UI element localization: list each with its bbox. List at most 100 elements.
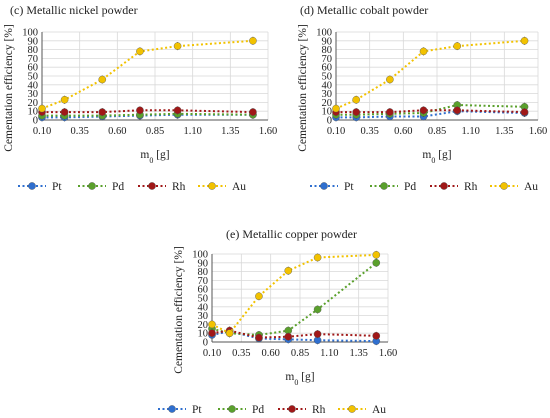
x-tick-label: 0.10: [33, 126, 51, 137]
data-point-au: [208, 320, 216, 329]
data-point-pd: [313, 305, 322, 314]
y-tick-label: 0: [33, 116, 38, 127]
y-tick-label: 20: [322, 98, 333, 109]
data-point-pd: [372, 258, 381, 267]
y-tick-label: 60: [322, 63, 333, 74]
chart-1: (d) Metallic cobalt powder 01020304050607…: [297, 3, 547, 193]
chart-title: (e) Metallic copper powder: [226, 227, 357, 241]
chart-0: (c) Metallic nickel powder 01020304050607…: [3, 3, 277, 193]
data-point-au: [98, 75, 107, 84]
legend-marker-pd: [380, 182, 388, 190]
data-point-au: [386, 75, 394, 84]
data-point-au: [249, 37, 257, 45]
y-tick-label: 20: [28, 98, 39, 109]
x-tick-label: 1.60: [529, 126, 547, 137]
x-tick-label: 1.10: [461, 126, 479, 137]
x-tick-label: 1.60: [379, 348, 397, 359]
legend-label-pd: Pd: [112, 181, 124, 193]
x-tick-label: 0.85: [146, 126, 164, 137]
x-tick-label: 0.10: [327, 126, 345, 137]
y-tick-label: 60: [198, 285, 209, 296]
y-tick-label: 50: [28, 72, 39, 83]
legend-marker-pd: [228, 405, 236, 413]
y-axis-label: Cementation efficiency [%]: [3, 24, 15, 152]
legend-marker-rh: [148, 182, 156, 190]
legend-label-pt: Pt: [52, 181, 62, 193]
data-point-rh: [208, 329, 216, 338]
y-tick-label: 100: [192, 250, 208, 261]
x-tick-label: 1.35: [349, 348, 367, 359]
series-line-au: [335, 39, 525, 110]
data-point-rh: [520, 108, 529, 116]
legend-marker-rh: [288, 405, 296, 413]
y-tick-label: 80: [198, 267, 209, 278]
legend-marker-rh: [440, 182, 448, 190]
legend-label-rh: Rh: [464, 181, 478, 193]
y-tick-label: 100: [316, 28, 332, 39]
y-tick-label: 0: [327, 116, 332, 127]
y-tick-label: 40: [322, 80, 333, 91]
y-tick-label: 90: [322, 36, 333, 47]
series-line-au: [211, 253, 377, 335]
y-tick-label: 50: [198, 294, 209, 305]
data-point-au: [284, 266, 293, 275]
x-tick-label: 0.60: [261, 348, 279, 359]
chart-2: (e) Metallic copper powder 01020304050607…: [158, 227, 397, 416]
legend-label-rh: Rh: [172, 181, 186, 193]
legend-marker-au: [500, 182, 508, 190]
x-tick-label: 1.10: [183, 126, 201, 137]
data-point-rh: [173, 106, 182, 115]
y-tick-label: 10: [322, 107, 333, 118]
data-point-au: [255, 292, 263, 301]
chart-title: (c) Metallic nickel powder: [10, 3, 138, 17]
x-axis-label: m0 [g]: [422, 149, 451, 165]
data-point-au: [225, 329, 234, 338]
legend-marker-au: [208, 182, 216, 190]
y-axis-label: Cementation efficiency [%]: [297, 24, 309, 152]
legend-label-pd: Pd: [404, 181, 416, 193]
x-tick-label: 0.35: [70, 126, 88, 137]
data-point-rh: [255, 333, 263, 342]
y-axis-label: Cementation efficiency [%]: [173, 246, 185, 374]
legend-label-pt: Pt: [192, 404, 202, 416]
y-tick-label: 40: [198, 302, 209, 313]
data-point-au: [313, 253, 322, 262]
series-line-rh: [211, 329, 377, 339]
x-tick-label: 0.60: [108, 126, 126, 137]
y-tick-label: 20: [198, 320, 209, 331]
data-point-rh: [249, 108, 257, 116]
data-point-au: [372, 251, 381, 259]
data-point-au: [173, 42, 182, 50]
chart-title: (d) Metallic cobalt powder: [300, 3, 428, 17]
x-axis-label: m0 [g]: [285, 371, 314, 387]
data-point-rh: [453, 106, 462, 115]
series-line-rh: [336, 109, 525, 114]
data-point-rh: [136, 106, 144, 115]
y-tick-label: 90: [28, 36, 39, 47]
x-tick-label: 0.85: [291, 348, 309, 359]
y-tick-label: 0: [203, 338, 208, 349]
data-point-rh: [60, 108, 69, 116]
y-tick-label: 70: [198, 276, 209, 287]
series-line-pd: [42, 112, 253, 117]
y-tick-label: 70: [28, 54, 39, 65]
y-tick-label: 80: [28, 45, 39, 56]
data-point-au: [332, 104, 340, 113]
legend-marker-pt: [320, 182, 328, 190]
series-line-au: [41, 39, 253, 110]
legend-marker-pt: [168, 405, 176, 413]
y-tick-label: 60: [28, 63, 39, 74]
series-line-pd: [336, 103, 525, 116]
x-tick-label: 0.10: [203, 348, 221, 359]
data-point-rh: [372, 332, 381, 340]
legend-marker-au: [348, 405, 356, 413]
y-tick-label: 30: [198, 311, 209, 322]
legend-label-au: Au: [524, 181, 538, 193]
legend-label-au: Au: [372, 404, 386, 416]
x-tick-label: 0.35: [232, 348, 250, 359]
y-tick-label: 50: [322, 72, 333, 83]
y-tick-label: 30: [322, 89, 333, 100]
data-point-au: [453, 42, 462, 50]
y-tick-label: 10: [198, 329, 209, 340]
